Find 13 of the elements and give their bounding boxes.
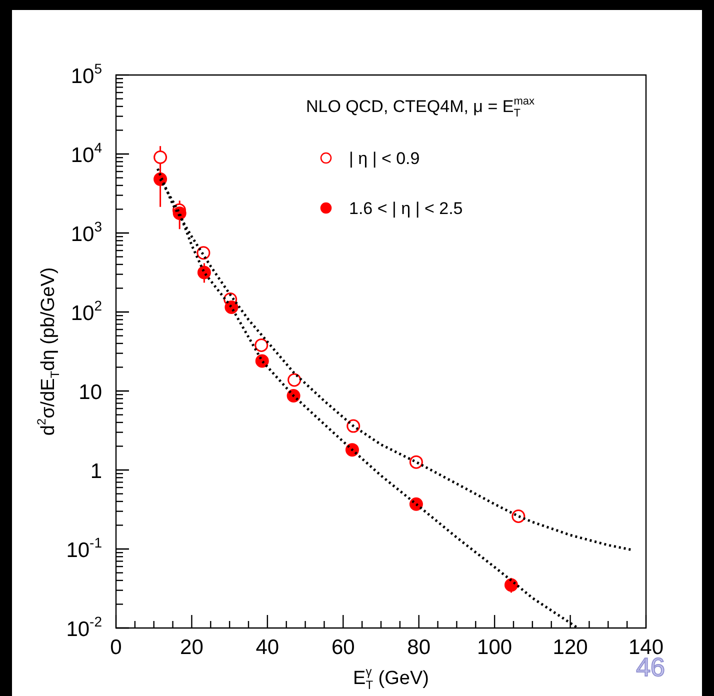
x-tick-label: 80 (407, 636, 431, 659)
x-tick-label: 140 (628, 636, 664, 659)
x-tick-label: 100 (477, 636, 512, 659)
y-axis-title: d2σ/dETdη (pb/GeV) (34, 267, 62, 436)
x-tick-label: 20 (180, 636, 204, 659)
x-tick-label: 60 (331, 636, 355, 659)
legend-label: | η | < 0.9 (349, 149, 420, 168)
y-tick-label: 1 (90, 460, 102, 483)
x-tick-label: 40 (256, 636, 280, 659)
x-tick-label: 120 (552, 636, 588, 659)
y-tick-label: 10 (78, 381, 102, 404)
legend-label: 1.6 < | η | < 2.5 (349, 199, 463, 218)
x-tick-label: 0 (110, 636, 122, 659)
